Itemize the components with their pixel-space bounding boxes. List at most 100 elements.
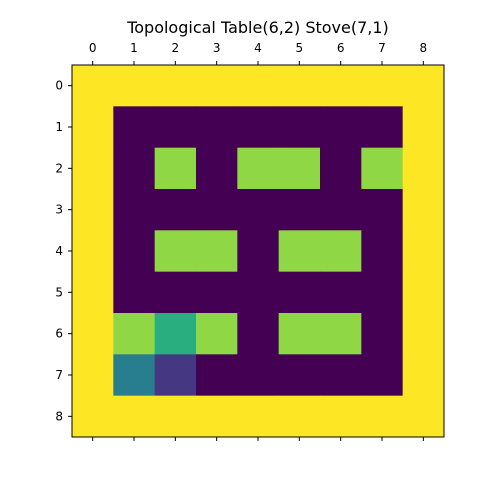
y-tick-label: 0 (55, 79, 63, 93)
grid-cell (196, 313, 238, 355)
grid-cell (196, 65, 238, 107)
grid-cell (154, 271, 197, 314)
grid-cell (402, 313, 445, 355)
x-tick-label: 7 (378, 41, 386, 55)
grid-cell (237, 147, 280, 190)
grid-cell (320, 395, 362, 438)
grid-cell (196, 271, 238, 314)
x-tick-label: 4 (254, 41, 262, 55)
grid-cell (237, 65, 280, 107)
figure-title: Topological Table(6,2) Stove(7,1) (126, 18, 389, 37)
grid-cell (361, 147, 404, 190)
grid-cell (402, 106, 445, 149)
grid-cell (72, 271, 114, 314)
grid-cell (361, 271, 404, 314)
grid-cell (361, 65, 404, 107)
grid-cell (237, 313, 280, 355)
y-tick-label: 5 (55, 285, 63, 299)
grid-cell (237, 354, 280, 397)
grid-cell (320, 271, 362, 314)
grid-cell (113, 65, 156, 107)
grid-cell (320, 147, 362, 190)
grid-cell (72, 230, 114, 273)
grid-cell (113, 147, 156, 190)
grid-cell (278, 106, 321, 149)
grid-cell (278, 189, 321, 231)
x-tick-label: 2 (172, 41, 180, 55)
grid-cell (361, 354, 404, 397)
grid-cell (72, 354, 114, 397)
grid-cell (402, 395, 445, 438)
y-tick-label: 8 (55, 409, 63, 423)
grid-cell (278, 65, 321, 107)
grid-cell (278, 313, 321, 355)
grid-cell (196, 354, 238, 397)
grid-cell (361, 230, 404, 273)
grid-cell (154, 313, 197, 355)
y-tick-label: 7 (55, 368, 63, 382)
grid-cell (402, 147, 445, 190)
grid-cell (154, 395, 197, 438)
grid-cell (154, 65, 197, 107)
grid-cell (402, 65, 445, 107)
grid-cell (154, 230, 197, 273)
x-tick-label: 3 (213, 41, 221, 55)
grid-cell (113, 189, 156, 231)
grid-cell (72, 313, 114, 355)
x-tick-label: 0 (89, 41, 97, 55)
grid-cell (320, 313, 362, 355)
grid-cell (113, 271, 156, 314)
grid-cell (154, 106, 197, 149)
x-axis-ticks: 0 1 2 3 4 5 6 7 8 (89, 41, 427, 441)
x-tick-label: 5 (296, 41, 304, 55)
x-tick-label: 1 (130, 41, 138, 55)
grid-cell (237, 395, 280, 438)
grid-cell (402, 271, 445, 314)
grid-cell (196, 395, 238, 438)
y-tick-label: 3 (55, 203, 63, 217)
grid-cell (196, 189, 238, 231)
grid-cell (320, 230, 362, 273)
grid-cell (402, 189, 445, 231)
grid-cell (320, 106, 362, 149)
x-tick-label: 6 (337, 41, 345, 55)
grid-cell (113, 106, 156, 149)
grid-cell (113, 395, 156, 438)
x-tick-label: 8 (420, 41, 428, 55)
grid-cell (278, 230, 321, 273)
grid-cell (113, 313, 156, 355)
grid-cell (237, 230, 280, 273)
grid-cell (361, 189, 404, 231)
y-axis-ticks: 0 1 2 3 4 5 6 7 8 (55, 79, 72, 423)
grid-cell (72, 189, 114, 231)
grid-cell (154, 189, 197, 231)
grid-cell (278, 354, 321, 397)
y-tick-label: 2 (55, 161, 63, 175)
grid-cell (237, 189, 280, 231)
grid-cell (278, 271, 321, 314)
grid-cell (154, 354, 197, 397)
y-tick-label: 4 (55, 244, 63, 258)
grid-cell (278, 147, 321, 190)
grid-cell (154, 147, 197, 190)
grid-cell (72, 65, 114, 107)
grid-cell (361, 313, 404, 355)
grid-cell (320, 65, 362, 107)
grid-cells (72, 65, 445, 438)
grid-cell (402, 230, 445, 273)
grid-cell (196, 147, 238, 190)
grid-cell (361, 395, 404, 438)
grid-cell (320, 354, 362, 397)
grid-cell (72, 106, 114, 149)
y-tick-label: 6 (55, 327, 63, 341)
grid-cell (196, 230, 238, 273)
grid-cell (237, 106, 280, 149)
grid-cell (72, 395, 114, 438)
grid-cell (361, 106, 404, 149)
grid-cell (113, 354, 156, 397)
grid-cell (113, 230, 156, 273)
grid-cell (196, 106, 238, 149)
grid-cell (402, 354, 445, 397)
axes-frame (71, 64, 445, 438)
